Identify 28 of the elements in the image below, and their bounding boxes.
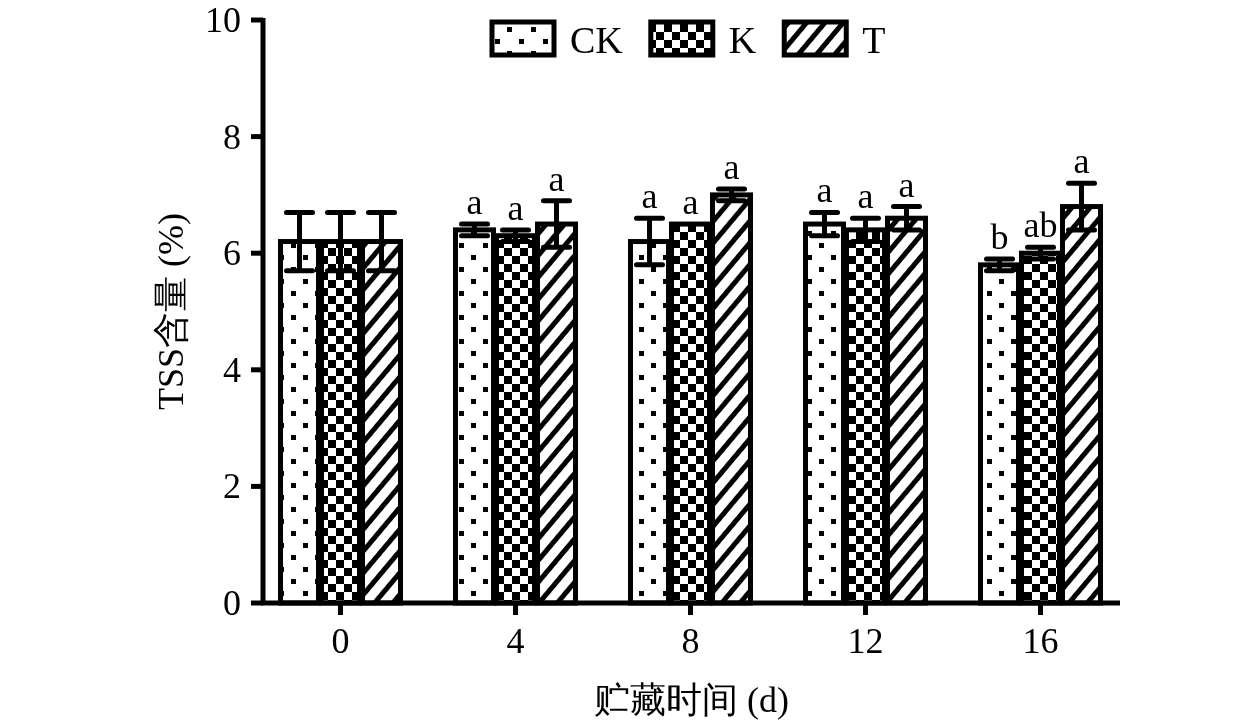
x-tick-label: 16 <box>1022 621 1059 661</box>
data-label: a <box>641 176 658 217</box>
y-tick-label: 8 <box>223 116 241 157</box>
x-tick-label: 12 <box>847 621 884 661</box>
y-tick-label: 0 <box>223 583 241 623</box>
x-tick-label: 8 <box>681 621 700 661</box>
data-label: ab <box>1023 205 1058 246</box>
legend-label: T <box>862 19 886 61</box>
data-label: a <box>816 170 833 211</box>
y-axis-title: TSS含量 (%) <box>151 213 191 410</box>
x-axis-title: 贮藏时间 (d) <box>594 680 789 720</box>
data-label: a <box>723 147 740 188</box>
legend-label: K <box>728 19 757 61</box>
data-label: a <box>466 182 483 223</box>
y-tick-label: 6 <box>223 233 241 274</box>
data-label: a <box>857 176 874 217</box>
x-tick-label: 0 <box>331 621 350 661</box>
data-label: a <box>682 182 699 223</box>
y-tick-label: 4 <box>223 349 241 390</box>
y-tick-label: 2 <box>223 466 241 507</box>
data-label: a <box>1073 141 1090 182</box>
data-label: a <box>898 164 915 205</box>
data-label: b <box>990 217 1009 258</box>
y-tick-label: 10 <box>205 0 241 40</box>
data-label: a <box>507 187 524 228</box>
legend-label: CK <box>570 19 624 61</box>
data-label: a <box>548 158 565 199</box>
x-tick-label: 4 <box>506 621 525 661</box>
